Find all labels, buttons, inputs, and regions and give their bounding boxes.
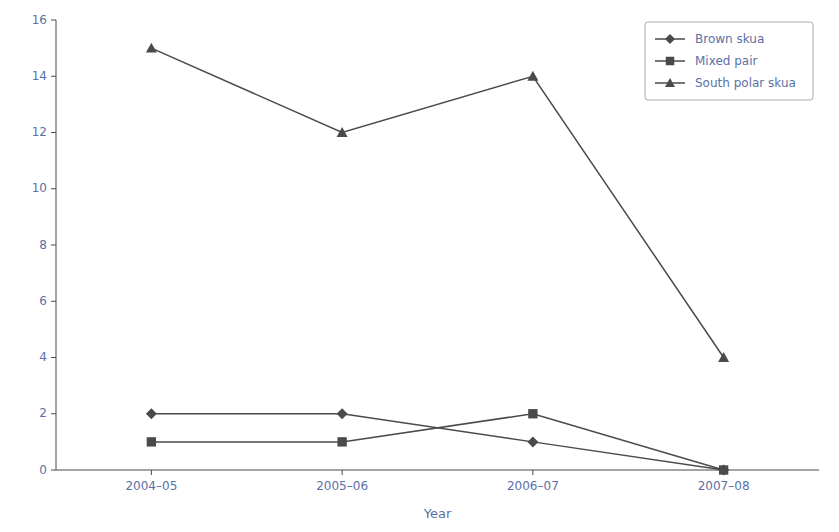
y-tick bbox=[51, 132, 56, 133]
y-tick-label: 6 bbox=[39, 294, 47, 308]
point bbox=[527, 436, 538, 447]
y-tick bbox=[51, 357, 56, 358]
x-tick-label: 2005–06 bbox=[316, 479, 368, 493]
point bbox=[147, 437, 156, 446]
y-tick bbox=[51, 20, 56, 21]
legend-label: Brown skua bbox=[695, 32, 764, 46]
point bbox=[527, 71, 538, 81]
point bbox=[718, 465, 729, 476]
legend-label: South polar skua bbox=[695, 76, 796, 90]
series-line bbox=[151, 414, 723, 470]
legend: Brown skua Mixed pair South polar skua bbox=[645, 22, 813, 100]
y-tick-label: 12 bbox=[32, 125, 47, 139]
series-line bbox=[151, 414, 723, 470]
y-tick-label: 2 bbox=[39, 406, 47, 420]
point bbox=[337, 437, 346, 446]
y-tick-label: 0 bbox=[39, 463, 47, 477]
series-line bbox=[151, 48, 723, 357]
point bbox=[718, 352, 729, 362]
legend-marker bbox=[665, 78, 675, 87]
point bbox=[146, 43, 157, 53]
x-axis-line bbox=[56, 470, 819, 471]
y-tick bbox=[51, 301, 56, 302]
x-tick-label: 2006–07 bbox=[507, 479, 559, 493]
y-tick-label: 8 bbox=[39, 238, 47, 252]
legend-label: Mixed pair bbox=[695, 54, 758, 68]
point bbox=[719, 465, 728, 474]
y-tick bbox=[51, 76, 56, 77]
point bbox=[337, 127, 348, 137]
y-tick-label: 4 bbox=[39, 350, 47, 364]
chart: 0 2 4 6 8 10 12 14 16 2004–05 2005–06 2006–07 2007–0… bbox=[0, 0, 839, 532]
y-tick-label: 10 bbox=[32, 181, 47, 195]
legend-frame bbox=[645, 22, 813, 100]
y-tick bbox=[51, 188, 56, 189]
y-tick-label: 14 bbox=[32, 69, 47, 83]
y-tick bbox=[51, 245, 56, 246]
x-tick bbox=[532, 470, 533, 475]
y-tick bbox=[51, 470, 56, 471]
y-tick bbox=[51, 413, 56, 414]
x-tick bbox=[342, 470, 343, 475]
point bbox=[146, 408, 157, 419]
x-tick-label: 2007–08 bbox=[698, 479, 750, 493]
legend-marker bbox=[666, 57, 675, 66]
plot-area bbox=[146, 43, 729, 476]
x-tick-label: 2004–05 bbox=[125, 479, 177, 493]
point bbox=[337, 408, 348, 419]
legend-marker bbox=[665, 34, 675, 44]
x-tick bbox=[151, 470, 152, 475]
y-tick-label: 16 bbox=[32, 13, 47, 27]
x-axis-label: Year bbox=[423, 506, 452, 521]
point bbox=[528, 409, 537, 418]
